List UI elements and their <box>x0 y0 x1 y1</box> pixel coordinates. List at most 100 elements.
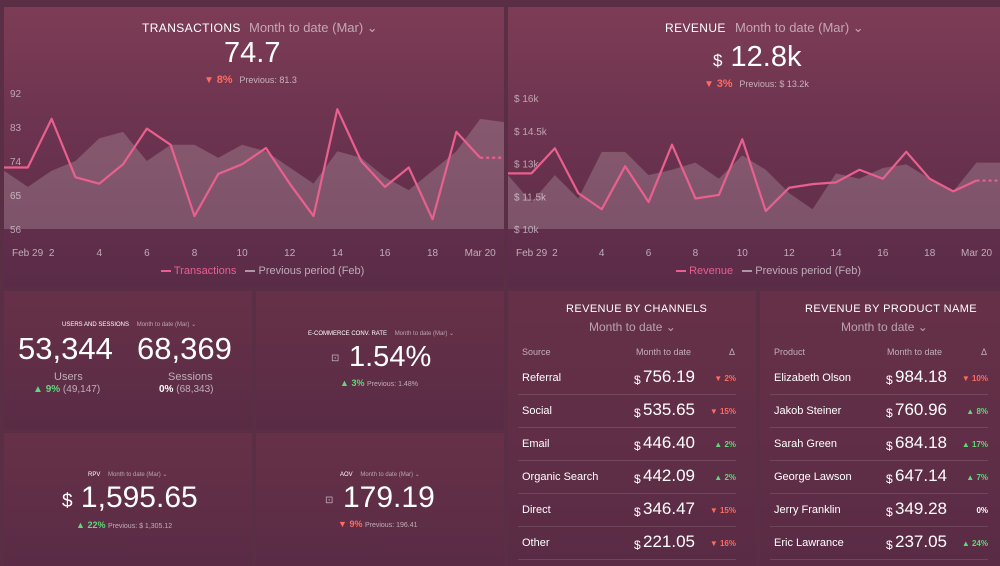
y-tick-label: 65 <box>10 191 22 202</box>
kpi-change: ▼ 8% Previous: 81.3 <box>204 74 297 86</box>
row-change: ▼ 15% <box>710 506 736 515</box>
title-text: USERS AND SESSIONS <box>62 322 130 328</box>
triangle-up-icon: ▲ <box>966 407 977 416</box>
row-value: 760.96 <box>895 400 947 419</box>
row-change: ▲ 7% <box>966 473 988 482</box>
row-change: ▲ 2% <box>714 440 736 449</box>
triangle-down-icon: ▼ <box>709 506 720 515</box>
triangle-down-icon: ▼ <box>714 374 725 383</box>
row-change: ▼ 10% <box>962 374 988 383</box>
table-row: George Lawson $647.14 ▲ 7% <box>770 461 988 494</box>
currency-symbol: $ <box>886 373 893 387</box>
x-tick-label: Mar 20 <box>961 248 993 259</box>
x-tick-label: 6 <box>646 248 652 259</box>
period-selector[interactable]: Month to date (Mar) ⌄ <box>395 331 454 337</box>
kpi-change: ▼ 3% Previous: $ 13.2k <box>704 78 809 90</box>
row-value: 346.47 <box>643 499 695 518</box>
column-header-product: Product <box>774 347 806 357</box>
y-tick-label: $ 11.5k <box>514 192 547 203</box>
change-percent: 17% <box>971 440 988 449</box>
x-tick-label: 16 <box>877 248 889 259</box>
table-row: Eric Lawrance $237.05 ▲ 24% <box>770 527 988 560</box>
chevron-down-icon: ⌄ <box>162 472 168 478</box>
table-row: Jerry Franklin $349.28 0% <box>770 494 988 527</box>
row-label: Email <box>522 438 550 450</box>
kpi-value: $ 1,595.65 <box>62 481 198 515</box>
change-percent: 22% <box>87 520 106 530</box>
currency-symbol: $ <box>634 505 641 519</box>
row-label: Sarah Green <box>774 438 837 450</box>
period-selector[interactable]: Month to date (Mar) ⌄ <box>735 20 864 36</box>
y-tick-label: 56 <box>10 225 22 236</box>
table-row: Jakob Steiner $760.96 ▲ 8% <box>770 395 988 428</box>
title-text: RPV <box>88 472 101 478</box>
currency-symbol: $ <box>634 538 641 552</box>
briefcase-icon: ⊡ <box>331 353 340 364</box>
currency-symbol: $ <box>886 406 893 420</box>
x-tick-label: 12 <box>284 248 296 259</box>
aov-widget: AOV Month to date (Mar) ⌄ ⊡ 179.19 ▼ 9% … <box>256 433 504 566</box>
title-text: E-COMMERCE CONV. RATE <box>308 331 388 337</box>
period-selector[interactable]: Month to date ⌄ <box>589 320 676 334</box>
currency-symbol: $ <box>634 439 641 453</box>
change-percent: 9% <box>349 519 363 529</box>
y-tick-label: $ 10k <box>514 225 539 236</box>
period-label: Month to date (Mar) <box>394 331 448 337</box>
sessions-value: 68,369 <box>137 331 232 366</box>
users-change: ▲ 9% (49,147) <box>33 384 100 395</box>
table-row: Other $221.05 ▼ 16% <box>518 527 736 560</box>
x-tick-label: 16 <box>379 248 391 259</box>
period-selector[interactable]: Month to date ⌄ <box>841 320 928 334</box>
change-percent: 2% <box>724 440 736 449</box>
row-label: Eric Lawrance <box>774 537 844 549</box>
chevron-down-icon: ⌄ <box>414 472 420 478</box>
row-value: 442.09 <box>643 466 695 485</box>
period-selector[interactable]: Month to date (Mar) ⌄ <box>108 472 167 478</box>
channels-table: Referral $756.19 ▼ 2% Social $535.65 ▼ 15% Ema… <box>518 362 736 560</box>
triangle-up-icon: ▲ <box>966 473 977 482</box>
change-percent: 3% <box>716 78 733 90</box>
legend-current: Transactions <box>173 265 237 277</box>
triangle-up-icon: ▲ <box>961 440 972 449</box>
products-widget: REVENUE BY PRODUCT NAME Month to date ⌄ … <box>760 291 1000 566</box>
triangle-down-icon: ▼ <box>709 407 720 416</box>
currency-symbol: $ <box>886 439 893 453</box>
chevron-down-icon: ⌄ <box>191 322 197 328</box>
legend-current: Revenue <box>689 265 734 277</box>
column-header-value: Month to date <box>636 347 692 357</box>
x-tick-label: 2 <box>49 248 55 259</box>
change-percent: 15% <box>719 506 736 515</box>
kpi-value: 1.54% <box>349 341 432 373</box>
row-label: Other <box>522 537 550 549</box>
previous-value: Previous: 1.48% <box>366 381 418 388</box>
triangle-down-icon: ▼ <box>961 374 972 383</box>
change-percent: 8% <box>216 74 233 86</box>
widget-title: REVENUE BY CHANNELS <box>566 303 708 315</box>
triangle-up-icon: ▲ <box>714 473 725 482</box>
period-selector[interactable]: Month to date (Mar) ⌄ <box>249 20 378 36</box>
currency-symbol: $ <box>713 51 723 70</box>
row-value: 237.05 <box>895 532 947 551</box>
period-selector[interactable]: Month to date (Mar) ⌄ <box>137 322 196 328</box>
period-label: Month to date (Mar) <box>735 20 850 35</box>
period-label: Month to date <box>841 320 915 334</box>
y-tick-label: $ 13k <box>514 160 539 171</box>
period-selector[interactable]: Month to date (Mar) ⌄ <box>360 472 419 478</box>
widget-title: REVENUE BY PRODUCT NAME <box>805 303 977 315</box>
y-tick-label: 83 <box>10 123 22 134</box>
row-change: ▲ 24% <box>962 539 988 548</box>
column-header-delta: Δ <box>729 347 736 357</box>
table-row: Direct $346.47 ▼ 15% <box>518 494 736 527</box>
widget-title: AOV Month to date (Mar) ⌄ <box>340 471 420 478</box>
row-label: Jakob Steiner <box>774 405 842 417</box>
period-label: Month to date (Mar) <box>360 472 414 478</box>
triangle-down-icon: ▼ <box>338 519 347 529</box>
row-value: 684.18 <box>895 433 947 452</box>
row-value: 446.40 <box>643 433 695 452</box>
x-tick-label: 12 <box>784 248 796 259</box>
title-text: AOV <box>340 472 353 478</box>
x-tick-label: Mar 20 <box>465 248 497 259</box>
row-change: ▲ 8% <box>966 407 988 416</box>
column-header-delta: Δ <box>981 347 988 357</box>
previous-value: Previous: $ 13.2k <box>739 79 809 89</box>
